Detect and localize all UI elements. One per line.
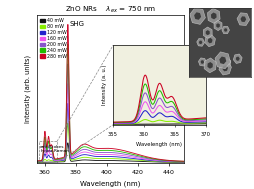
Polygon shape [205,35,215,47]
Y-axis label: Intensity (a. u.): Intensity (a. u.) [102,65,107,105]
Polygon shape [199,41,202,44]
Y-axis label: Intensity (arb. units): Intensity (arb. units) [25,55,31,123]
Polygon shape [190,8,205,24]
Polygon shape [198,58,206,66]
Polygon shape [215,52,231,69]
Polygon shape [219,62,231,75]
Legend: 40 mW, 80 mW, 120 mW, 160 mW, 200 mW, 240 mW, 280 mW: 40 mW, 80 mW, 120 mW, 160 mW, 200 mW, 24… [39,17,68,60]
Polygon shape [219,57,226,64]
Polygon shape [211,12,217,19]
Polygon shape [224,60,228,65]
Polygon shape [214,20,222,31]
Bar [39,142,57,163]
Polygon shape [241,16,246,22]
Title: ZnO NRs    $\lambda_{ex}$ = 750 nm: ZnO NRs $\lambda_{ex}$ = 750 nm [65,5,156,15]
Polygon shape [236,57,240,61]
Polygon shape [204,58,216,73]
Polygon shape [197,38,204,46]
Polygon shape [224,28,227,32]
Polygon shape [237,13,250,26]
Polygon shape [208,38,213,43]
Polygon shape [233,54,242,64]
X-axis label: Wavelength (nm): Wavelength (nm) [136,142,182,147]
Polygon shape [208,8,220,24]
Polygon shape [222,65,228,71]
Polygon shape [201,60,204,64]
Polygon shape [206,30,210,35]
X-axis label: Wavelength (nm): Wavelength (nm) [80,181,141,187]
Polygon shape [221,57,231,68]
Polygon shape [194,12,201,20]
Polygon shape [208,62,213,69]
Text: anti-Stokes
hyper-Raman: anti-Stokes hyper-Raman [40,145,69,153]
Polygon shape [216,23,220,28]
Polygon shape [222,26,229,34]
Polygon shape [203,27,212,38]
Text: SHG: SHG [69,21,84,27]
